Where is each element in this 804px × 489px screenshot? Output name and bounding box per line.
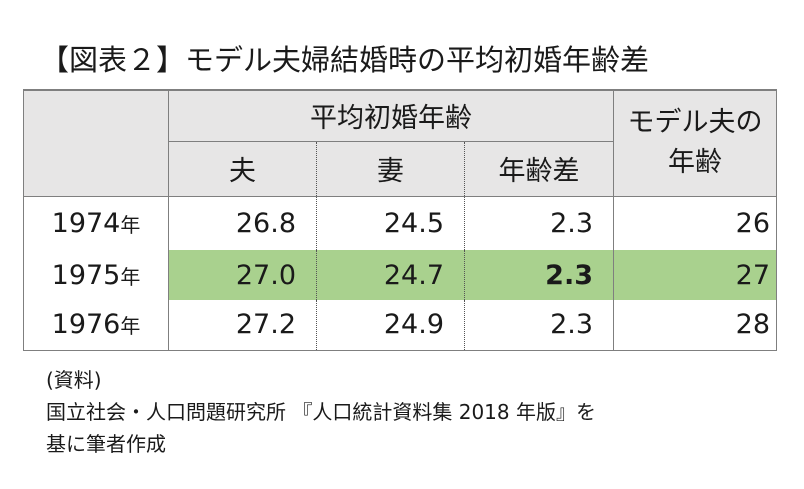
model-age-cell: 28 (613, 300, 778, 351)
figure-title: 【図表２】モデル夫婦結婚時の平均初婚年齢差 (40, 43, 650, 77)
col-header-wife: 妻 (316, 141, 465, 197)
husband-age-cell: 27.0 (168, 250, 317, 300)
age-diff-cell: 2.3 (464, 250, 614, 300)
year-value: 1975 (51, 259, 121, 291)
year-suffix: 年 (120, 264, 141, 289)
wife-age-cell: 24.9 (316, 300, 465, 351)
row-year-label: 1974年 (23, 196, 169, 250)
corner-cell (23, 89, 169, 197)
row-year-label: 1975年 (23, 250, 169, 300)
husband-age-cell: 27.2 (168, 300, 317, 351)
source-note-line1: (資料) (46, 368, 102, 392)
year-suffix: 年 (120, 314, 141, 339)
wife-age-cell: 24.7 (316, 250, 465, 300)
source-note: (資料) 国立社会・人口問題研究所 『人口統計資料集 2018 年版』を 基に筆… (46, 364, 596, 460)
data-table: 平均初婚年齢 モデル夫の 年齢 夫 妻 年齢差 1974年 26.8 24.5 … (23, 89, 778, 351)
row-year-label: 1976年 (23, 300, 169, 351)
col-header-diff: 年齢差 (464, 141, 614, 197)
header-row-bottom: 夫 妻 年齢差 (24, 141, 777, 197)
model-age-header-line1: モデル夫の (627, 107, 763, 139)
group-header-avg-age: 平均初婚年齢 (168, 89, 614, 142)
source-note-line2: 国立社会・人口問題研究所 『人口統計資料集 2018 年版』を (46, 400, 596, 424)
source-note-line3: 基に筆者作成 (46, 432, 166, 456)
model-age-cell: 27 (613, 250, 778, 300)
col-header-husband: 夫 (168, 141, 317, 197)
model-age-header: モデル夫の 年齢 (613, 89, 778, 197)
year-value: 1974 (51, 207, 121, 239)
table-row-highlighted: 1975年 27.0 24.7 2.3 27 (23, 250, 778, 300)
year-suffix: 年 (120, 212, 141, 237)
husband-age-cell: 26.8 (168, 196, 317, 250)
model-age-header-line2: 年齢 (668, 147, 723, 179)
age-diff-cell: 2.3 (550, 207, 594, 239)
table-row: 1974年 26.8 24.5 2.3 26 (23, 196, 778, 250)
age-diff-cell: 2.3 (464, 300, 614, 351)
table-row: 1976年 27.2 24.9 2.3 28 (23, 300, 778, 351)
wife-age-cell: 24.5 (316, 196, 465, 250)
year-value: 1976 (51, 309, 121, 341)
model-age-cell: 26 (613, 196, 778, 250)
header-row-top: 平均初婚年齢 モデル夫の 年齢 (23, 89, 778, 197)
